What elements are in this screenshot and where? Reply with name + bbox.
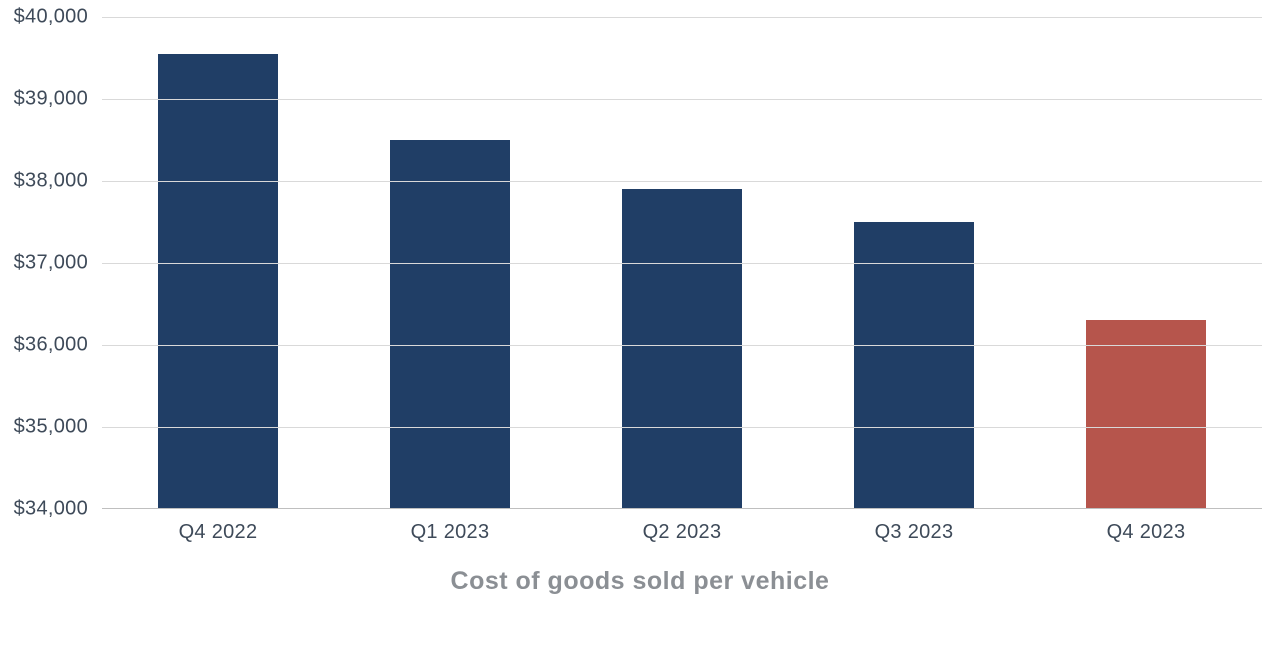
y-tick-label: $40,000 xyxy=(14,6,102,29)
x-tick-label: Q2 2023 xyxy=(643,509,722,544)
bar xyxy=(390,140,511,509)
gridline xyxy=(102,17,1262,18)
bar xyxy=(158,54,279,509)
y-tick-label: $34,000 xyxy=(14,498,102,521)
x-tick-label: Q4 2022 xyxy=(179,509,258,544)
bar xyxy=(622,189,743,509)
gridline xyxy=(102,345,1262,346)
x-tick-label: Q3 2023 xyxy=(875,509,954,544)
gridline xyxy=(102,99,1262,100)
x-axis-title: Cost of goods sold per vehicle xyxy=(0,567,1280,596)
y-tick-label: $38,000 xyxy=(14,170,102,193)
y-tick-label: $39,000 xyxy=(14,88,102,111)
cogs-per-vehicle-chart: $34,000 $35,000 $36,000 $37,000 $38,000 $39,0… xyxy=(0,0,1280,647)
gridline xyxy=(102,427,1262,428)
x-tick-label: Q1 2023 xyxy=(411,509,490,544)
x-tick-label: Q4 2023 xyxy=(1107,509,1186,544)
y-tick-label: $37,000 xyxy=(14,252,102,275)
bar xyxy=(854,222,975,509)
y-tick-label: $36,000 xyxy=(14,334,102,357)
y-tick-label: $35,000 xyxy=(14,416,102,439)
gridline xyxy=(102,181,1262,182)
gridline xyxy=(102,263,1262,264)
bar xyxy=(1086,320,1207,509)
plot-area: $34,000$35,000$36,000$37,000$38,000$39,0… xyxy=(102,17,1262,509)
